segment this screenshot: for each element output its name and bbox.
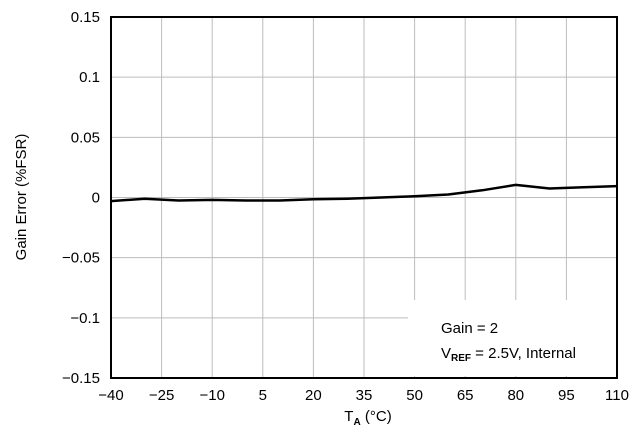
x-tick-label: 80 (507, 387, 524, 404)
x-axis-title-unit: (°C) (361, 408, 392, 425)
x-tick-label: 65 (457, 387, 474, 404)
tick-labels: −40 −25 −10 5 20 35 50 65 80 95 110 −0.15 −0.1 −0.05 0… (62, 9, 629, 404)
y-tick-label: −0.15 (62, 370, 100, 387)
gain-error-series-line (110, 183, 618, 203)
x-tick-label: 20 (305, 387, 322, 404)
plot-frame (110, 16, 618, 379)
annotation-gain: Gain = 2 (441, 320, 498, 337)
x-axis-title-subscript: A (353, 417, 360, 428)
y-tick-label: 0.1 (79, 69, 100, 86)
x-tick-label: −25 (149, 387, 174, 404)
annotation-vref-rest: = 2.5V, Internal (471, 345, 576, 362)
y-axis-title: Gain Error (%FSR) (13, 134, 30, 261)
x-tick-label: 110 (605, 387, 629, 404)
x-tick-label: −40 (98, 387, 123, 404)
x-tick-label: 50 (406, 387, 423, 404)
annotation-vref: VREF = 2.5V, Internal (441, 345, 576, 364)
y-tick-label: −0.1 (70, 310, 100, 327)
x-axis-title: TA (°C) (344, 408, 391, 428)
annotation-box-background (408, 300, 621, 376)
x-tick-label: 5 (259, 387, 267, 404)
y-tick-label: 0.15 (71, 9, 100, 26)
series-layer (110, 183, 618, 203)
y-tick-label: −0.05 (62, 250, 100, 267)
y-tick-label: 0 (92, 190, 100, 207)
annotation-vref-main: V (441, 345, 451, 362)
y-tick-label: 0.05 (71, 129, 100, 146)
x-tick-label: 95 (558, 387, 575, 404)
x-tick-label: −10 (199, 387, 224, 404)
annotation-vref-subscript: REF (451, 353, 471, 364)
x-axis-title-main: T (344, 408, 353, 425)
x-tick-label: 35 (356, 387, 373, 404)
